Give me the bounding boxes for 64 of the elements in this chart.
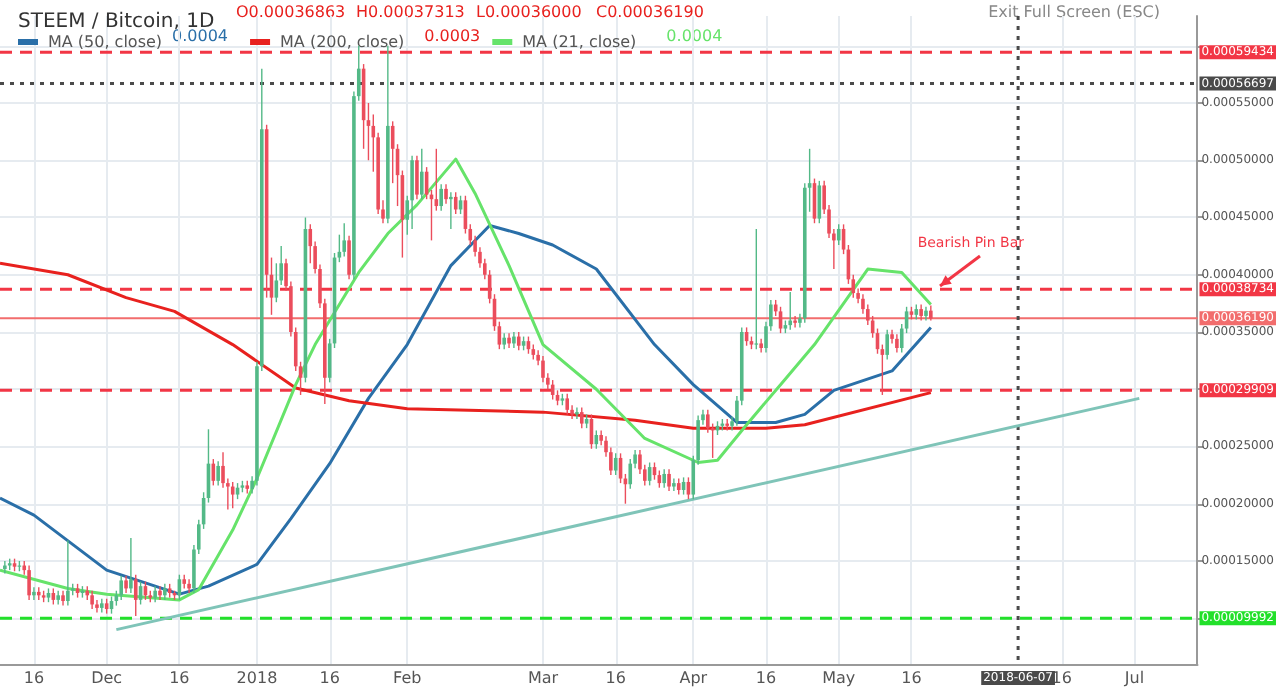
x-tick-label: 16: [605, 669, 626, 687]
annotation: L0.00036000: [476, 3, 582, 21]
x-tick-label: Jul: [1122, 669, 1145, 687]
candlestick: [3, 560, 7, 575]
candlestick: [754, 228, 759, 350]
candlestick: [27, 564, 31, 601]
x-tick-label: 16: [23, 669, 45, 687]
candlestick: [885, 329, 889, 361]
annotation: C0.00036190: [596, 3, 704, 21]
candlestick: [453, 191, 458, 215]
candlestick: [158, 585, 162, 601]
candlestick: [439, 183, 443, 212]
candlestick: [32, 586, 36, 601]
candlestick: [541, 355, 545, 384]
annotation: H0.00037313: [356, 3, 465, 21]
candlestick: [788, 291, 793, 331]
candlestick: [449, 191, 453, 230]
candlestick: [119, 575, 123, 601]
candlestick: [230, 481, 235, 509]
candlestick: [575, 406, 579, 420]
candlestick: [579, 406, 584, 429]
candlestick: [512, 331, 516, 349]
x-tick-label: 16: [319, 669, 340, 687]
candlestick: [507, 332, 511, 349]
candlestick: [342, 222, 347, 258]
candlestick: [613, 452, 618, 476]
annotation: 0.0004: [666, 27, 723, 45]
candlestick: [187, 578, 191, 594]
candlestick: [415, 154, 419, 200]
line-series: [0, 261, 933, 430]
candlestick: [836, 223, 841, 246]
candlestick: [419, 148, 424, 200]
x-tick-label: Feb: [393, 669, 422, 687]
candlestick: [129, 537, 133, 594]
candlestick: [216, 460, 220, 487]
legend-label: MA (50, close): [48, 33, 163, 51]
candlestick: [667, 468, 671, 492]
candlestick: [90, 590, 94, 610]
candlestick: [793, 315, 797, 329]
candlestick: [516, 331, 521, 351]
candlestick: [410, 154, 414, 230]
x-tick-label: 16: [169, 669, 190, 687]
x-tick-label: Apr: [679, 669, 709, 687]
x-tick-label: Mar: [527, 669, 560, 687]
candlestick: [565, 393, 570, 416]
x-tick-label: May: [822, 669, 856, 687]
legend-label: MA (200, close): [280, 33, 405, 51]
x-tick-label: 16: [755, 669, 777, 687]
candlestick: [628, 458, 633, 490]
candlestick: [347, 235, 351, 281]
candlestick: [924, 306, 928, 322]
candlestick: [444, 183, 448, 205]
annotation: 0.0003: [424, 27, 481, 45]
x-tick-label: 16: [901, 669, 922, 687]
x-tick-label: 2018: [236, 669, 278, 687]
candlestick: [759, 338, 763, 354]
x-tick-label: Dec: [91, 669, 123, 687]
candlestick: [895, 333, 899, 354]
legend-label: MA (21, close): [522, 33, 637, 51]
annotation: Exit Full Screen (ESC): [988, 3, 1160, 21]
annotation: O0.00036863: [236, 3, 346, 21]
candlestick: [133, 574, 138, 617]
candlestick: [662, 468, 666, 489]
candlestick: [66, 539, 70, 607]
